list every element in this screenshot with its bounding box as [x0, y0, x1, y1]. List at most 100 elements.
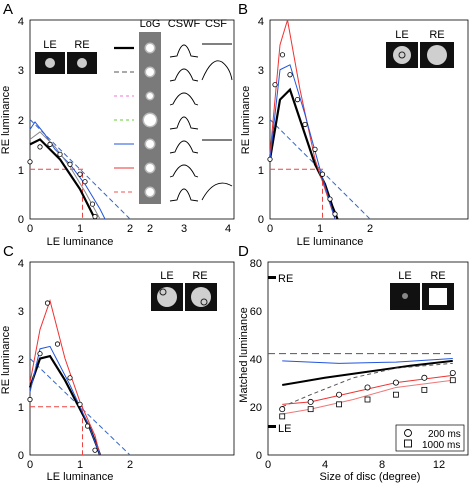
panel-a-xtick-2: 2 [127, 223, 133, 235]
panel-c-reference-line-0 [29, 358, 131, 456]
panel-letter-a: A [3, 1, 13, 18]
panel-c-data-point [44, 300, 51, 306]
panel-d-marker-200ms [392, 379, 399, 386]
panel-c: 0 1 2 0 1 2 3 4 LE luminance RE luminanc… [0, 258, 235, 483]
panel-a-data-point [82, 179, 88, 185]
panel-a-data-point [89, 201, 96, 207]
panel-a-xtick-0: 0 [27, 223, 33, 235]
panel-b-inset-le: LE [395, 29, 408, 41]
panel-c-plot-layer [27, 298, 131, 456]
panel-d-series-5 [282, 379, 453, 415]
panel-c-inset-le: LE [160, 270, 173, 282]
panel-b-inset-le-disc [393, 46, 411, 64]
panel-d-re-marker [268, 276, 276, 279]
panel-c-data-point [77, 401, 83, 407]
panel-d-ylabel: Matched luminance [238, 307, 250, 402]
panel-d-inset-re: RE [430, 270, 445, 282]
panel-d-marker-200ms [364, 384, 371, 391]
panel-d-inset-re-square [429, 288, 447, 305]
panel-d-xtick-0: 0 [265, 459, 271, 471]
panel-c-curve-1 [29, 298, 101, 456]
panel-a: 0 1 2 0 1 2 3 4 LE luminance RE luminanc… [0, 16, 235, 248]
panel-c-data-point [92, 447, 98, 453]
panel-a-inset-le: LE [43, 39, 56, 51]
panel-d-series-1 [282, 358, 453, 364]
panel-b-data-point [302, 121, 308, 128]
panel-a-data-point [47, 141, 53, 147]
panel-a-ytick-2: 2 [18, 115, 24, 127]
panel-a-ytick-3: 3 [18, 65, 24, 77]
legend-label-200ms: 200 ms [428, 429, 461, 440]
panel-d-xlabel: Size of disc (degree) [320, 471, 421, 483]
panel-b-data-point [272, 82, 278, 88]
panel-b-data-point [287, 72, 293, 78]
panel-b-inset-re-disc [427, 45, 447, 65]
panel-d-series-4 [282, 374, 453, 405]
panel-b-ytick-1: 1 [258, 165, 264, 177]
log-kernel-center-4 [146, 140, 154, 148]
panel-d-xtick-2: 8 [379, 459, 385, 471]
csf-curve-band-1 [201, 60, 233, 81]
panel-a-data-point [67, 161, 73, 167]
panel-c-inset-re-disc [191, 287, 211, 307]
panel-a-ytick-0: 0 [18, 214, 24, 226]
panel-b-curve-1 [269, 19, 336, 220]
log-kernel-center-0 [146, 44, 154, 52]
panel-a-data-point [92, 213, 98, 220]
panel-b-curve-0 [268, 87, 339, 220]
panel-b-ytick-2: 2 [258, 115, 264, 127]
panel-b-data-point [327, 196, 333, 202]
panel-d-marker-200ms [421, 374, 428, 381]
panel-c-inset-le-disc [157, 287, 177, 307]
panel-d-ytick-3: 60 [250, 306, 262, 318]
panel-a-ytick-4: 4 [18, 16, 24, 28]
filter-xtick-4: 4 [225, 223, 231, 235]
filter-header-cswf: CSWF [168, 18, 201, 30]
panel-c-ytick-2: 2 [18, 354, 24, 366]
panel-d-marker-200ms [336, 391, 343, 398]
filter-header-log: LoG [140, 18, 161, 30]
panel-a-ylabel: RE luminance [0, 86, 12, 154]
panel-d-re-label: RE [278, 273, 293, 285]
panel-letter-d: D [238, 243, 249, 260]
panel-d-xtick-1: 4 [322, 459, 328, 471]
log-kernel-center-3 [144, 114, 156, 126]
panel-a-data-point [27, 159, 33, 165]
filter-legend [114, 46, 134, 193]
panel-c-xtick-1: 1 [77, 459, 83, 471]
panel-c-xtick-0: 0 [27, 459, 33, 471]
cswf-curve-5 [169, 164, 199, 178]
panel-c-data-point [67, 375, 73, 381]
panel-d-marker-1000ms [421, 386, 428, 393]
panel-b: 0 1 2 0 1 2 3 4 LE luminance RE luminanc… [240, 16, 469, 248]
panel-b-curve-2 [269, 64, 336, 220]
legend-marker-200ms [404, 429, 412, 437]
panel-letter-b: B [238, 1, 248, 18]
cswf-curves [169, 44, 199, 202]
panel-c-data-point [27, 396, 33, 403]
panel-c-inset-re: RE [192, 270, 207, 282]
panel-d-inset-le-disc [402, 293, 408, 299]
cswf-curve-1 [169, 68, 199, 82]
panel-d-marker-1000ms [336, 401, 342, 408]
log-kernels [142, 42, 158, 198]
panel-d-marker-1000ms [307, 406, 314, 413]
panel-a-inset-re: RE [74, 39, 89, 51]
panel-c-xtick-2: 2 [127, 459, 133, 471]
cswf-curve-3 [169, 116, 199, 130]
panel-c-xlabel: LE luminance [47, 471, 114, 483]
panel-a-data-point [37, 144, 43, 150]
panel-c-ytick-4: 4 [18, 258, 24, 270]
panel-d-ytick-1: 20 [250, 402, 262, 414]
panel-letter-c: C [3, 243, 14, 260]
filter-xtick-2: 2 [147, 223, 153, 235]
panel-b-data-point [332, 211, 338, 217]
panel-c-ylabel: RE luminance [0, 326, 12, 394]
filter-header-csf: CSF [205, 18, 227, 30]
panel-d-marker-200ms [307, 398, 314, 405]
panel-c-inset-re-small [200, 298, 208, 306]
panel-a-inset-re-disc [77, 58, 87, 68]
panel-a-plot-layer [27, 119, 131, 220]
panel-a-inset-le-disc [45, 58, 55, 68]
